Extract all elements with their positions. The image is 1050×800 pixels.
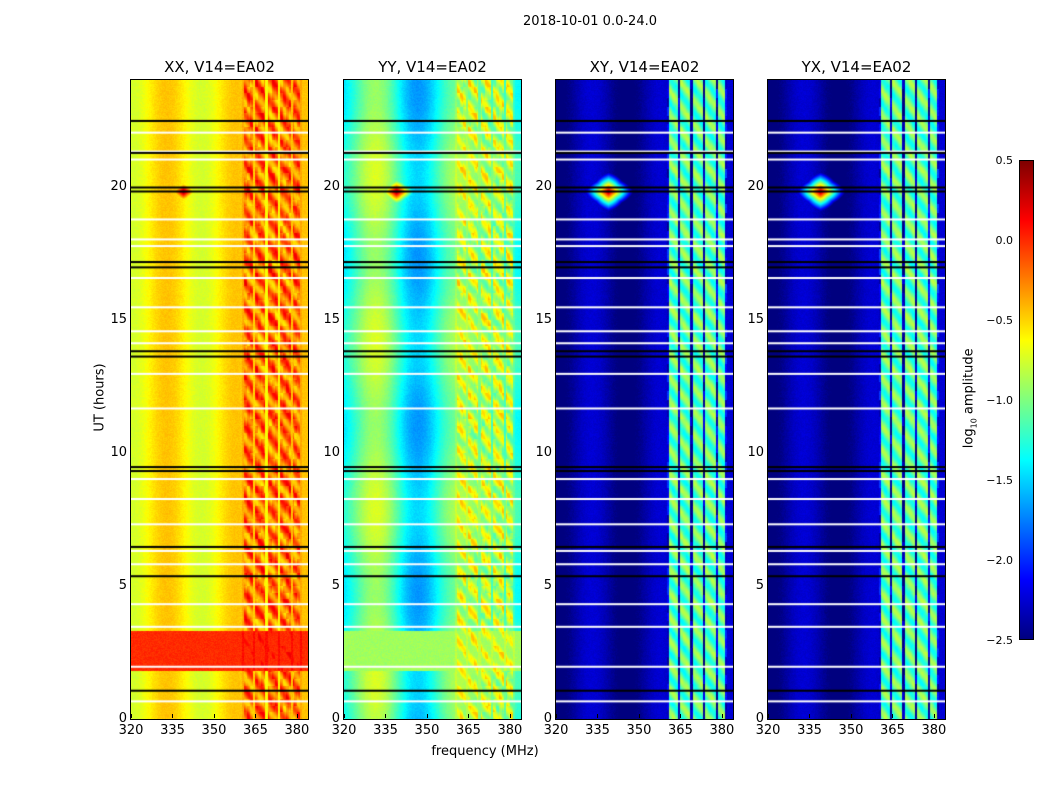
x-tick bbox=[597, 714, 599, 718]
x-tick-label: 335 bbox=[585, 723, 610, 738]
x-tick-label: 350 bbox=[201, 723, 227, 738]
y-tick-label: 15 bbox=[323, 311, 340, 327]
x-tick bbox=[809, 714, 811, 718]
colorbar-tick-label: 0.5 bbox=[995, 154, 1014, 167]
y-tick-label: 5 bbox=[331, 577, 340, 593]
x-tick-label: 320 bbox=[755, 723, 781, 738]
x-tick bbox=[385, 714, 387, 718]
x-tick bbox=[468, 714, 470, 718]
x-tick bbox=[509, 714, 511, 718]
x-tick bbox=[344, 714, 345, 718]
y-tick-label: 5 bbox=[755, 577, 764, 593]
spectrogram-image bbox=[344, 80, 521, 719]
y-tick-label: 10 bbox=[110, 444, 127, 460]
y-tick-label: 0 bbox=[118, 711, 127, 726]
colorbar-label-log: log bbox=[961, 428, 977, 449]
y-tick-label: 15 bbox=[110, 311, 127, 327]
y-tick-label: 0 bbox=[331, 711, 340, 726]
x-tick-label: 320 bbox=[543, 723, 569, 738]
x-tick-label: 350 bbox=[838, 723, 864, 738]
x-tick bbox=[638, 714, 640, 718]
y-tick-label: 15 bbox=[747, 311, 764, 327]
y-tick-label: 15 bbox=[535, 311, 552, 327]
x-tick bbox=[680, 714, 682, 718]
panel-title: YX, V14=EA02 bbox=[801, 58, 912, 76]
x-tick-label: 380 bbox=[497, 723, 523, 738]
panel-yx: YX, V14=EA02 320 335 350 365 380 0 5 10 15 20 bbox=[747, 58, 946, 738]
colorbar-tick-label: −1.0 bbox=[986, 394, 1013, 407]
panel-xx: XX, V14=EA02 320 335 350 365 380 0 5 10 15 20 bbox=[110, 58, 309, 738]
x-tick-label: 320 bbox=[331, 723, 357, 738]
spectrogram-image bbox=[131, 80, 308, 719]
y-tick-label: 20 bbox=[110, 178, 127, 194]
x-tick-label: 335 bbox=[797, 723, 822, 738]
figure-title: 2018-10-01 0.0-24.0 bbox=[523, 14, 657, 29]
x-tick bbox=[172, 714, 174, 718]
y-tick-label: 0 bbox=[755, 711, 764, 726]
x-tick bbox=[933, 714, 935, 718]
x-tick-label: 335 bbox=[373, 723, 398, 738]
colorbar-tick-label: −0.5 bbox=[986, 314, 1013, 327]
colorbar-label-rest: amplitude bbox=[961, 348, 977, 419]
y-axis-label: UT (hours) bbox=[92, 363, 108, 432]
x-tick bbox=[556, 714, 557, 718]
panel-title: XY, V14=EA02 bbox=[589, 58, 700, 76]
x-tick-label: 350 bbox=[626, 723, 652, 738]
colorbar-tick-label: −2.0 bbox=[986, 554, 1013, 567]
x-tick bbox=[721, 714, 723, 718]
y-tick-label: 10 bbox=[535, 444, 552, 460]
x-tick bbox=[768, 714, 769, 718]
colorbar bbox=[1019, 160, 1034, 640]
x-tick-label: 365 bbox=[880, 723, 905, 738]
spectrogram-image bbox=[556, 80, 733, 719]
x-tick-label: 320 bbox=[118, 723, 144, 738]
y-tick-label: 0 bbox=[543, 711, 552, 726]
x-tick-label: 350 bbox=[414, 723, 440, 738]
y-tick-label: 10 bbox=[323, 444, 340, 460]
panel-yy: YY, V14=EA02 320 335 350 365 380 0 5 10 15 20 bbox=[323, 58, 522, 738]
panel-xy: XY, V14=EA02 320 335 350 365 380 0 5 10 15 20 bbox=[535, 58, 734, 738]
colorbar-label-sub: 10 bbox=[969, 418, 979, 429]
x-tick-label: 380 bbox=[284, 723, 310, 738]
colorbar-tick-label: 0.0 bbox=[995, 234, 1014, 247]
x-tick-label: 365 bbox=[243, 723, 268, 738]
x-tick bbox=[850, 714, 852, 718]
y-tick-label: 20 bbox=[747, 178, 764, 194]
y-tick-label: 5 bbox=[543, 577, 552, 593]
x-tick-label: 335 bbox=[160, 723, 185, 738]
x-tick bbox=[426, 714, 428, 718]
x-tick bbox=[255, 714, 257, 718]
colorbar-tick-label: −1.5 bbox=[986, 474, 1013, 487]
x-tick-label: 365 bbox=[456, 723, 481, 738]
y-tick-label: 5 bbox=[118, 577, 127, 593]
colorbar-tick-label: −2.5 bbox=[986, 634, 1013, 647]
x-axis-label: frequency (MHz) bbox=[431, 744, 539, 759]
y-tick-label: 20 bbox=[323, 178, 340, 194]
spectrogram-image bbox=[768, 80, 945, 719]
y-tick-label: 10 bbox=[747, 444, 764, 460]
panel-title: YY, V14=EA02 bbox=[378, 58, 487, 76]
x-tick bbox=[131, 714, 132, 718]
x-tick-label: 380 bbox=[921, 723, 947, 738]
x-tick bbox=[296, 714, 298, 718]
x-tick bbox=[892, 714, 894, 718]
x-tick-label: 380 bbox=[709, 723, 735, 738]
y-tick-label: 20 bbox=[535, 178, 552, 194]
panel-title: XX, V14=EA02 bbox=[164, 58, 275, 76]
x-tick bbox=[213, 714, 215, 718]
x-tick-label: 365 bbox=[668, 723, 693, 738]
